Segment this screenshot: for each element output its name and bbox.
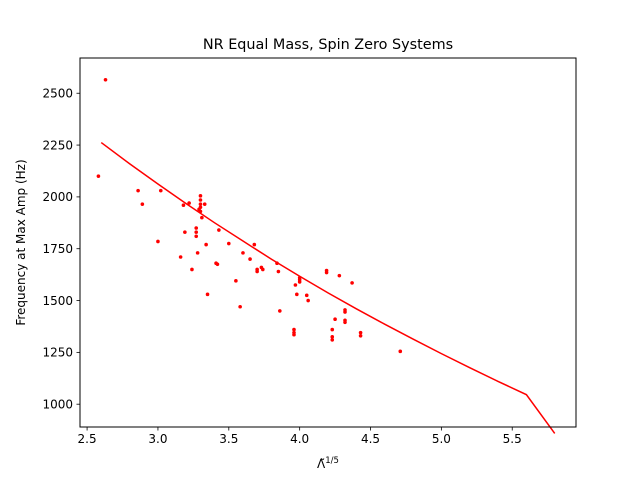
x-axis: 2.5 3.0 3.5 4.0 4.5 5.0 5.5 xyxy=(78,427,522,446)
data-point xyxy=(292,332,296,337)
y-tick-label: 2250 xyxy=(42,138,73,152)
x-tick-label: 4.5 xyxy=(361,432,380,446)
data-point xyxy=(234,279,238,283)
x-tick-label: 3.5 xyxy=(219,432,238,446)
data-point xyxy=(358,333,363,338)
data-point xyxy=(187,201,191,205)
data-point xyxy=(205,292,210,297)
data-layer xyxy=(96,77,556,434)
data-point xyxy=(358,330,363,335)
data-point xyxy=(304,293,309,298)
data-point xyxy=(198,202,203,206)
y-tick-label: 2500 xyxy=(42,87,73,101)
data-point xyxy=(217,228,221,232)
data-point xyxy=(261,267,265,272)
x-tick-label: 4.0 xyxy=(290,432,309,446)
data-point xyxy=(248,257,252,261)
data-point xyxy=(276,269,281,274)
data-point xyxy=(324,270,329,275)
x-axis-label-exponent: 1/5 xyxy=(325,456,339,466)
data-point xyxy=(292,327,296,332)
y-tick-label: 1500 xyxy=(42,294,73,308)
data-point xyxy=(227,241,231,246)
data-point xyxy=(140,202,145,206)
x-axis-label-base: Λ̃ xyxy=(317,457,326,471)
x-tick-label: 2.5 xyxy=(78,432,97,446)
data-point xyxy=(190,267,194,272)
data-point xyxy=(183,230,187,234)
data-point xyxy=(136,188,140,193)
data-point xyxy=(200,215,204,220)
data-point xyxy=(195,251,200,255)
data-point xyxy=(295,292,299,297)
data-point xyxy=(194,230,199,234)
data-point xyxy=(215,262,220,267)
data-point xyxy=(198,205,203,210)
data-point xyxy=(350,281,354,285)
data-point xyxy=(204,242,208,247)
data-point xyxy=(158,188,163,193)
data-point xyxy=(103,77,108,82)
x-tick-label: 5.5 xyxy=(503,432,522,446)
y-tick-label: 2000 xyxy=(42,190,73,204)
data-point xyxy=(330,327,335,332)
data-point xyxy=(181,203,186,207)
data-point xyxy=(241,251,245,255)
data-point xyxy=(343,310,347,314)
data-point xyxy=(293,283,298,287)
data-point xyxy=(330,335,335,339)
data-point xyxy=(337,273,342,278)
x-tick-label: 5.0 xyxy=(432,432,451,446)
data-point xyxy=(198,194,203,198)
y-tick-label: 1250 xyxy=(42,346,73,360)
y-tick-label: 1000 xyxy=(42,397,73,411)
y-axis-label: Frequency at Max Amp (Hz) xyxy=(14,159,28,325)
data-point xyxy=(178,255,183,259)
data-point xyxy=(330,338,335,342)
fit-curve xyxy=(100,141,556,434)
data-point xyxy=(198,198,203,202)
data-point xyxy=(333,317,337,322)
data-point xyxy=(297,280,302,284)
data-point xyxy=(306,298,310,303)
x-axis-label: Λ̃1/5 xyxy=(317,456,339,471)
data-point xyxy=(238,304,242,309)
data-point xyxy=(255,269,259,274)
chart-title: NR Equal Mass, Spin Zero Systems xyxy=(203,37,453,53)
plot-frame xyxy=(79,57,577,428)
data-point xyxy=(278,309,282,313)
data-point xyxy=(194,226,199,230)
y-axis: 1000 1250 1500 1750 2000 2250 2500 xyxy=(42,87,80,411)
x-tick-label: 3.0 xyxy=(148,432,167,446)
y-tick-label: 1750 xyxy=(42,242,73,256)
data-point xyxy=(194,234,199,239)
data-point xyxy=(96,174,101,178)
data-point xyxy=(398,349,403,354)
data-point xyxy=(202,202,207,206)
data-point xyxy=(252,242,257,247)
data-point xyxy=(343,320,347,325)
data-point xyxy=(156,239,160,244)
